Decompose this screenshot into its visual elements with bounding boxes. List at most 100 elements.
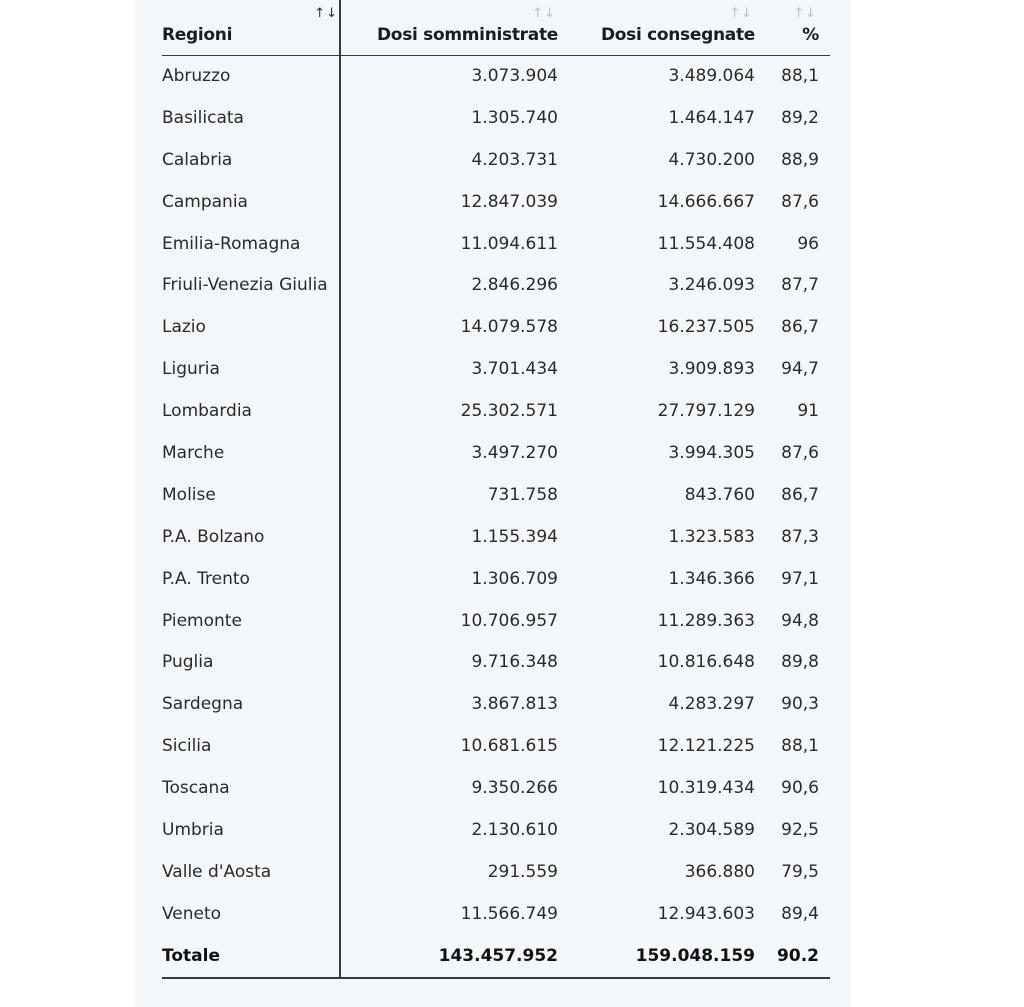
administered-doses-cell: 3.073.904 [471,66,558,86]
delivered-doses-cell: 3.994.305 [668,443,755,464]
administered-doses-cell: 11.566.749 [460,903,558,924]
table-row: Calabria 4.203.731 4.730.200 88,9 [162,140,830,182]
column-divider [339,0,341,977]
region-cell: Abruzzo [162,66,231,86]
region-cell: Toscana [162,778,230,799]
percent-cell: 79,5 [781,861,819,882]
administered-doses-cell: 2.846.296 [471,275,558,296]
column-header-dosi-consegnate[interactable]: ↑↓ Dosi consegnate [558,0,755,55]
table-row: Basilicata 1.305.740 1.464.147 89,2 [162,98,830,140]
delivered-doses-cell: 366.880 [684,861,755,882]
delivered-doses-cell: 1.346.366 [668,568,755,589]
table-row: P.A. Trento 1.306.709 1.346.366 97,1 [162,559,830,601]
table-header: ↑↓ Regioni ↑↓ Dosi somministrate ↑↓ Dosi… [162,0,830,56]
delivered-doses-cell: 27.797.129 [657,401,755,422]
administered-doses-cell: 14.079.578 [460,317,558,338]
table-bottom-border [162,977,830,979]
region-cell: Puglia [162,652,214,673]
delivered-doses-cell: 159.048.159 [635,945,755,966]
administered-doses-cell: 11.094.611 [460,233,558,254]
column-header-percent[interactable]: ↑↓ % [755,0,819,55]
column-header-label: Dosi somministrate [377,25,558,45]
sort-arrows-icon[interactable]: ↑↓ [729,6,753,21]
table-panel [135,0,851,1007]
table-row: Valle d'Aosta 291.559 366.880 79,5 [162,852,830,894]
administered-doses-cell: 10.681.615 [460,736,558,757]
delivered-doses-cell: 14.666.667 [657,191,755,212]
administered-doses-cell: 731.758 [487,484,558,505]
delivered-doses-cell: 1.464.147 [668,107,755,128]
administered-doses-cell: 12.847.039 [460,191,558,212]
table-row: Veneto 11.566.749 12.943.603 89,4 [162,894,830,936]
administered-doses-cell: 3.867.813 [471,694,558,715]
region-cell: Marche [162,443,225,464]
table-body: Abruzzo 3.073.904 3.489.064 88,1 Basilicata 1… [162,56,830,978]
percent-cell: 97,1 [781,568,819,589]
administered-doses-cell: 1.305.740 [471,107,558,128]
region-cell: Lombardia [162,401,252,422]
percent-cell: 88,9 [781,149,819,170]
table-row: Molise 731.758 843.760 86,7 [162,475,830,517]
column-header-regioni[interactable]: ↑↓ Regioni [162,0,338,55]
table-row: Umbria 2.130.610 2.304.589 92,5 [162,810,830,852]
column-header-dosi-somministrate[interactable]: ↑↓ Dosi somministrate [340,0,558,55]
delivered-doses-cell: 11.289.363 [657,610,755,631]
sort-arrows-icon[interactable]: ↑↓ [314,6,338,21]
table-row: Friuli-Venezia Giulia 2.846.296 3.246.093 8… [162,265,830,307]
administered-doses-cell: 10.706.957 [460,610,558,631]
delivered-doses-cell: 3.909.893 [668,359,755,380]
table-row: Emilia-Romagna 11.094.611 11.554.408 96 [162,224,830,266]
region-cell: Totale [162,945,220,966]
table-row: Lazio 14.079.578 16.237.505 86,7 [162,307,830,349]
sort-arrows-icon[interactable]: ↑↓ [532,6,556,21]
table-total-row: Totale 143.457.952 159.048.159 90.2 [162,936,830,978]
region-cell: Campania [162,191,248,212]
column-header-label: Dosi consegnate [600,25,755,45]
table-row: Toscana 9.350.266 10.319.434 90,6 [162,768,830,810]
region-cell: Piemonte [162,610,242,631]
percent-cell: 87,3 [781,526,819,547]
delivered-doses-cell: 2.304.589 [668,820,755,841]
delivered-doses-cell: 12.943.603 [657,903,755,924]
sort-arrows-icon[interactable]: ↑↓ [793,6,817,21]
percent-cell: 91 [797,401,819,422]
administered-doses-cell: 4.203.731 [471,149,558,170]
percent-cell: 86,7 [781,317,819,338]
percent-cell: 94,8 [781,610,819,631]
percent-cell: 86,7 [781,484,819,505]
region-cell: Emilia-Romagna [162,233,301,254]
table-row: P.A. Bolzano 1.155.394 1.323.583 87,3 [162,517,830,559]
table-row: Liguria 3.701.434 3.909.893 94,7 [162,349,830,391]
region-cell: P.A. Trento [162,568,250,589]
percent-cell: 88,1 [781,736,819,757]
delivered-doses-cell: 10.319.434 [657,778,755,799]
administered-doses-cell: 25.302.571 [460,401,558,422]
delivered-doses-cell: 1.323.583 [668,526,755,547]
region-cell: Basilicata [162,107,244,128]
administered-doses-cell: 2.130.610 [471,820,558,841]
administered-doses-cell: 3.701.434 [471,359,558,380]
delivered-doses-cell: 10.816.648 [657,652,755,673]
administered-doses-cell: 143.457.952 [438,945,558,966]
percent-cell: 89,4 [781,903,819,924]
delivered-doses-cell: 843.760 [684,484,755,505]
percent-cell: 90.2 [777,945,819,966]
region-cell: Valle d'Aosta [162,861,272,882]
table-row: Piemonte 10.706.957 11.289.363 94,8 [162,601,830,643]
percent-cell: 94,7 [781,359,819,380]
region-cell: Liguria [162,359,220,380]
percent-cell: 89,8 [781,652,819,673]
column-header-label: % [802,25,819,45]
table-row: Campania 12.847.039 14.666.667 87,6 [162,182,830,224]
percent-cell: 92,5 [781,820,819,841]
region-cell: Lazio [162,317,206,338]
delivered-doses-cell: 16.237.505 [657,317,755,338]
region-cell: Calabria [162,149,233,170]
table-row: Sicilia 10.681.615 12.121.225 88,1 [162,726,830,768]
table-row: Puglia 9.716.348 10.816.648 89,8 [162,642,830,684]
table-row: Sardegna 3.867.813 4.283.297 90,3 [162,684,830,726]
percent-cell: 90,3 [781,694,819,715]
delivered-doses-cell: 4.283.297 [668,694,755,715]
percent-cell: 87,6 [781,191,819,212]
region-cell: Umbria [162,820,224,841]
